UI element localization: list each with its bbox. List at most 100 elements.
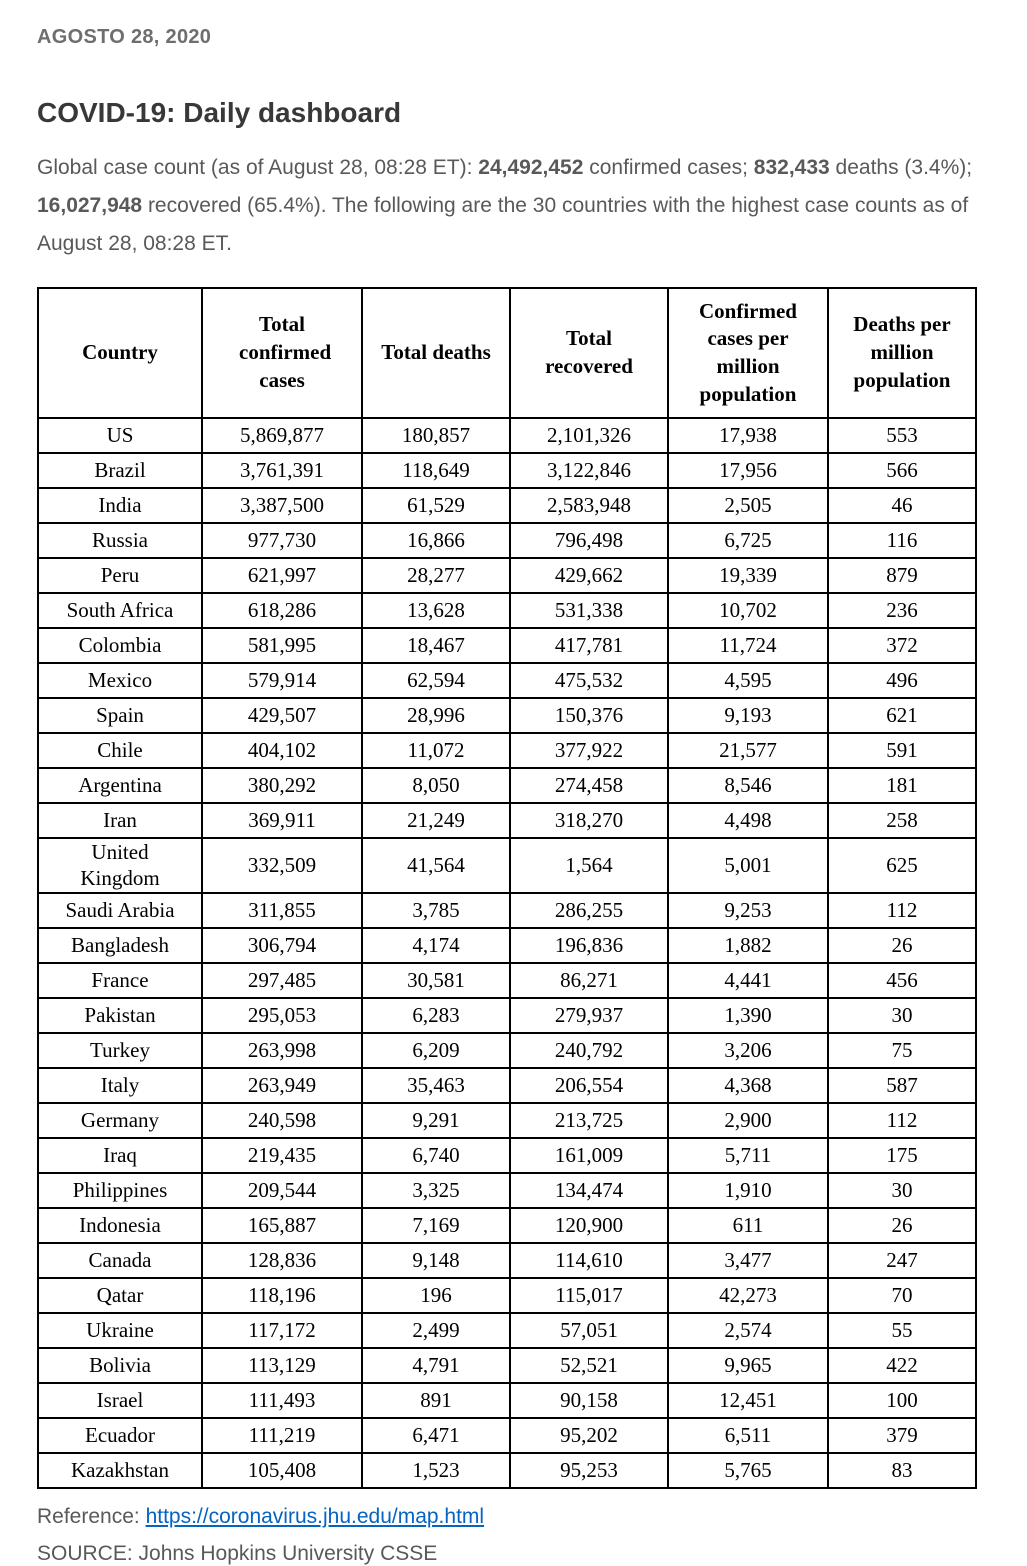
country-cell: United Kingdom xyxy=(37,836,203,895)
value-cell: 1,910 xyxy=(667,1172,829,1210)
table-row: Saudi Arabia 311,855 3,785 286,255 9,253 112 xyxy=(37,892,977,930)
table-row: Bangladesh 306,794 4,174 196,836 1,882 26 xyxy=(37,927,977,965)
table-row: Peru 621,997 28,277 429,662 19,339 879 xyxy=(37,557,977,594)
value-cell: 83 xyxy=(827,1452,977,1490)
value-cell: 422 xyxy=(827,1347,977,1385)
value-cell: 70 xyxy=(827,1277,977,1315)
value-cell: 5,765 xyxy=(667,1452,829,1490)
value-cell: 475,532 xyxy=(509,662,669,699)
value-cell: 240,792 xyxy=(509,1032,669,1070)
value-cell: 274,458 xyxy=(509,767,669,804)
value-cell: 8,050 xyxy=(361,767,511,804)
value-cell: 263,949 xyxy=(201,1067,363,1105)
value-cell: 621,997 xyxy=(201,557,363,594)
col-header-country: Country xyxy=(37,287,203,419)
value-cell: 150,376 xyxy=(509,697,669,734)
value-cell: 429,507 xyxy=(201,697,363,734)
value-cell: 5,001 xyxy=(667,836,829,895)
value-cell: 977,730 xyxy=(201,522,363,559)
value-cell: 111,493 xyxy=(201,1382,363,1420)
value-cell: 112 xyxy=(827,892,977,930)
page-title: COVID-19: Daily dashboard xyxy=(37,97,402,128)
col-header-total-deaths: Total deaths xyxy=(361,287,511,419)
value-cell: 306,794 xyxy=(201,927,363,965)
col-header-cases-per-million: Confirmed cases per million population xyxy=(667,287,829,419)
value-cell: 86,271 xyxy=(509,962,669,1000)
date-header: AGOSTO 28, 2020 xyxy=(37,26,212,48)
table-body: US 5,869,877 180,857 2,101,326 17,938 553 Braz… xyxy=(37,417,977,1490)
country-cell: Canada xyxy=(37,1242,203,1280)
value-cell: 9,291 xyxy=(361,1102,511,1140)
value-cell: 41,564 xyxy=(361,836,511,895)
value-cell: 13,628 xyxy=(361,592,511,629)
table-row: Mexico 579,914 62,594 475,532 4,595 496 xyxy=(37,662,977,699)
value-cell: 3,761,391 xyxy=(201,452,363,489)
table-row: Spain 429,507 28,996 150,376 9,193 621 xyxy=(37,697,977,734)
value-cell: 111,219 xyxy=(201,1417,363,1455)
country-cell: Iran xyxy=(37,802,203,839)
value-cell: 279,937 xyxy=(509,997,669,1035)
intro-bold-number: 832,433 xyxy=(753,156,830,179)
country-cell: South Africa xyxy=(37,592,203,629)
value-cell: 209,544 xyxy=(201,1172,363,1210)
table-header-row: Country Total confirmed cases Total deat… xyxy=(37,287,977,419)
value-cell: 61,529 xyxy=(361,487,511,524)
value-cell: 4,368 xyxy=(667,1067,829,1105)
table-row: Turkey 263,998 6,209 240,792 3,206 75 xyxy=(37,1032,977,1070)
country-cell: Philippines xyxy=(37,1172,203,1210)
value-cell: 1,390 xyxy=(667,997,829,1035)
table-row: India 3,387,500 61,529 2,583,948 2,505 46 xyxy=(37,487,977,524)
table-row: Germany 240,598 9,291 213,725 2,900 112 xyxy=(37,1102,977,1140)
table-row: Colombia 581,995 18,467 417,781 11,724 372 xyxy=(37,627,977,664)
value-cell: 379 xyxy=(827,1417,977,1455)
value-cell: 16,866 xyxy=(361,522,511,559)
value-cell: 7,169 xyxy=(361,1207,511,1245)
value-cell: 62,594 xyxy=(361,662,511,699)
value-cell: 3,387,500 xyxy=(201,487,363,524)
value-cell: 180,857 xyxy=(361,417,511,454)
table-row: Argentina 380,292 8,050 274,458 8,546 181 xyxy=(37,767,977,804)
value-cell: 120,900 xyxy=(509,1207,669,1245)
value-cell: 879 xyxy=(827,557,977,594)
table-row: Brazil 3,761,391 118,649 3,122,846 17,956 566 xyxy=(37,452,977,489)
value-cell: 4,441 xyxy=(667,962,829,1000)
value-cell: 621 xyxy=(827,697,977,734)
col-header-total-recovered: Total recovered xyxy=(509,287,669,419)
intro-text: recovered (65.4%). The following are the… xyxy=(37,194,969,255)
intro-bold-number: 16,027,948 xyxy=(37,194,143,217)
value-cell: 3,785 xyxy=(361,892,511,930)
country-cell: France xyxy=(37,962,203,1000)
value-cell: 6,740 xyxy=(361,1137,511,1175)
value-cell: 134,474 xyxy=(509,1172,669,1210)
reference-link[interactable]: https://coronavirus.jhu.edu/map.html xyxy=(145,1505,485,1529)
value-cell: 5,711 xyxy=(667,1137,829,1175)
table-row: South Africa 618,286 13,628 531,338 10,702 23… xyxy=(37,592,977,629)
value-cell: 372 xyxy=(827,627,977,664)
country-cell: Peru xyxy=(37,557,203,594)
value-cell: 114,610 xyxy=(509,1242,669,1280)
intro-bold-number: 24,492,452 xyxy=(478,156,584,179)
value-cell: 4,791 xyxy=(361,1347,511,1385)
value-cell: 219,435 xyxy=(201,1137,363,1175)
value-cell: 21,577 xyxy=(667,732,829,769)
country-cell: Mexico xyxy=(37,662,203,699)
table-row: Israel 111,493 891 90,158 12,451 100 xyxy=(37,1382,977,1420)
value-cell: 6,725 xyxy=(667,522,829,559)
table-row: Ecuador 111,219 6,471 95,202 6,511 379 xyxy=(37,1417,977,1455)
country-cell: Spain xyxy=(37,697,203,734)
value-cell: 75 xyxy=(827,1032,977,1070)
country-cell: Israel xyxy=(37,1382,203,1420)
value-cell: 17,956 xyxy=(667,452,829,489)
value-cell: 297,485 xyxy=(201,962,363,1000)
value-cell: 105,408 xyxy=(201,1452,363,1490)
value-cell: 181 xyxy=(827,767,977,804)
value-cell: 456 xyxy=(827,962,977,1000)
value-cell: 8,546 xyxy=(667,767,829,804)
value-cell: 118,196 xyxy=(201,1277,363,1315)
country-cell: Bangladesh xyxy=(37,927,203,965)
value-cell: 611 xyxy=(667,1207,829,1245)
value-cell: 2,574 xyxy=(667,1312,829,1350)
value-cell: 9,193 xyxy=(667,697,829,734)
value-cell: 263,998 xyxy=(201,1032,363,1070)
value-cell: 618,286 xyxy=(201,592,363,629)
